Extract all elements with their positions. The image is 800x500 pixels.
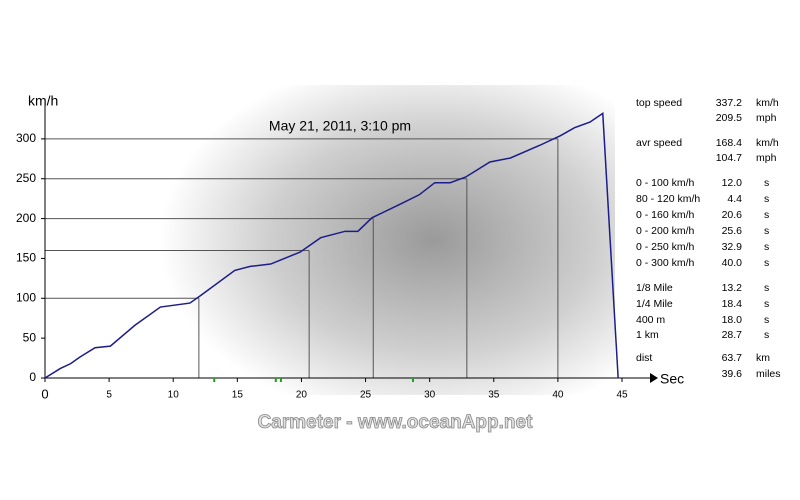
stat-unit: s — [764, 298, 769, 310]
stat-value: 20.6 — [722, 209, 743, 221]
x-tick-label: 20 — [296, 390, 308, 401]
stat-unit: s — [764, 225, 769, 237]
chart-title: May 21, 2011, 3:10 pm — [269, 118, 411, 134]
x-tick-label: 15 — [232, 390, 244, 401]
y-tick-label: 0 — [29, 370, 36, 384]
y-tick-label: 250 — [16, 171, 36, 185]
stat-label: 0 - 100 km/h — [636, 177, 695, 189]
stat-value: 25.6 — [722, 225, 743, 237]
stat-unit: s — [764, 314, 769, 326]
stat-value: 40.0 — [722, 257, 743, 269]
stat-value: 18.0 — [722, 314, 743, 326]
x-tick-label: 10 — [168, 390, 180, 401]
stat-unit: s — [764, 241, 769, 253]
stat-label: 400 m — [636, 314, 665, 326]
stat-label: dist — [636, 352, 652, 364]
y-tick-label: 150 — [16, 251, 36, 265]
stat-value: 12.0 — [722, 177, 743, 189]
speed-line — [44, 111, 619, 379]
y-tick-label: 100 — [16, 290, 36, 304]
stat-unit: s — [764, 257, 769, 269]
stat-unit: s — [764, 329, 769, 341]
x-tick-label: 5 — [106, 390, 112, 401]
x-tick-label: 40 — [552, 390, 564, 401]
stat-value: 168.4 — [716, 137, 742, 149]
stat-label: 0 - 300 km/h — [636, 257, 695, 269]
footer: Carmeter - www.oceanApp.net — [258, 412, 534, 433]
stat-unit: km — [756, 352, 770, 364]
y-axis-label: km/h — [28, 93, 58, 109]
x-tick-label: 25 — [360, 390, 372, 401]
stat-value: 32.9 — [722, 241, 743, 253]
stat-label: 0 - 160 km/h — [636, 209, 695, 221]
x-axis-label: Sec — [660, 371, 684, 387]
stat-unit: s — [764, 177, 769, 189]
x-tick-label: 0 — [41, 386, 48, 401]
stat-unit: s — [764, 193, 769, 205]
stat-value: 4.4 — [727, 193, 742, 205]
x-tick-label: 45 — [616, 390, 628, 401]
y-tick-label: 200 — [16, 211, 36, 225]
stat-unit: s — [764, 209, 769, 221]
x-tick-label: 35 — [488, 390, 500, 401]
stat-unit: miles — [756, 368, 781, 380]
stat-unit: s — [764, 282, 769, 294]
stat-value: 39.6 — [722, 368, 743, 380]
stat-unit: mph — [756, 152, 777, 164]
y-tick-label: 50 — [23, 330, 37, 344]
stat-value: 63.7 — [722, 352, 743, 364]
background-photo — [160, 85, 615, 395]
stat-unit: km/h — [756, 97, 779, 109]
stat-unit: km/h — [756, 137, 779, 149]
stat-label: 1 km — [636, 329, 659, 341]
stat-value: 18.4 — [722, 298, 743, 310]
stat-unit: mph — [756, 112, 777, 124]
stat-label: 0 - 200 km/h — [636, 225, 695, 237]
x-axis-arrow — [650, 373, 658, 383]
stat-label: 1/8 Mile — [636, 282, 673, 294]
stat-value: 13.2 — [722, 282, 743, 294]
stat-value: 104.7 — [716, 152, 742, 164]
x-tick-label: 30 — [424, 390, 436, 401]
stat-label: avr speed — [636, 137, 682, 149]
stat-label: 0 - 250 km/h — [636, 241, 695, 253]
stat-label: 80 - 120 km/h — [636, 193, 700, 205]
stat-value: 337.2 — [716, 97, 742, 109]
stat-label: 1/4 Mile — [636, 298, 673, 310]
y-tick-label: 300 — [16, 131, 36, 145]
stat-value: 28.7 — [722, 329, 743, 341]
stat-value: 209.5 — [716, 112, 742, 124]
stat-label: top speed — [636, 97, 682, 109]
